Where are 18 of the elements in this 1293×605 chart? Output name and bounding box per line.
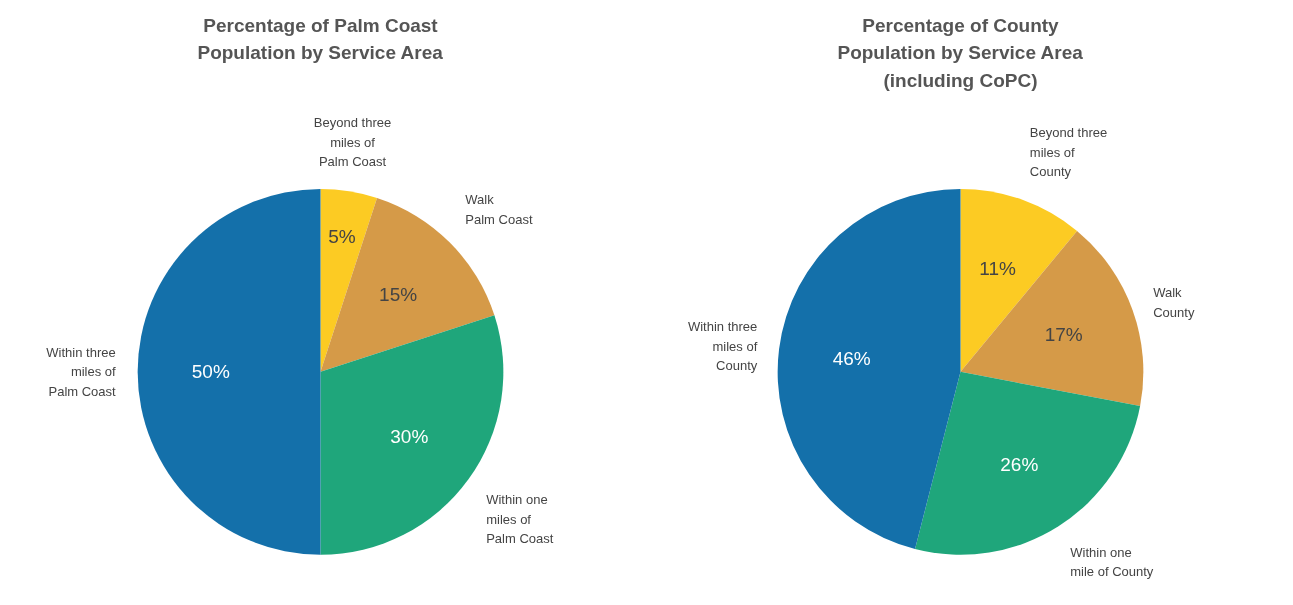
data-label: 11% <box>979 258 1017 280</box>
data-label: 50% <box>191 361 230 383</box>
data-label: 15% <box>379 283 418 305</box>
chart-title: Percentage of County Population by Service Area (including CoPC) <box>837 15 1084 91</box>
slice-label: Beyond three miles of Palm Coast <box>313 115 392 170</box>
slice-label: Within three miles of Palm Coast <box>46 344 117 399</box>
slice-label: Within one mile of County <box>1070 544 1154 580</box>
slice-label: Within three miles of County <box>687 319 758 374</box>
data-label: 17% <box>1044 324 1083 346</box>
data-label: 26% <box>1000 454 1039 476</box>
slice-label: Walk Palm Coast <box>465 192 533 227</box>
slice-label: Beyond three miles of County <box>1029 125 1108 180</box>
data-label: 46% <box>832 347 871 369</box>
data-label: 30% <box>390 425 429 447</box>
slice-label: Walk County <box>1153 285 1195 320</box>
data-label: 5% <box>328 225 356 247</box>
chart-title: Percentage of Palm Coast Population by Service Area <box>197 15 444 64</box>
slice-label: Within one miles of Palm Coast <box>486 492 554 547</box>
